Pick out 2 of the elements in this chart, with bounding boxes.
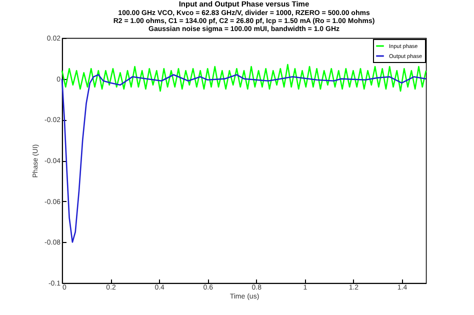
line-series: [61, 64, 427, 92]
line-series: [61, 74, 427, 243]
